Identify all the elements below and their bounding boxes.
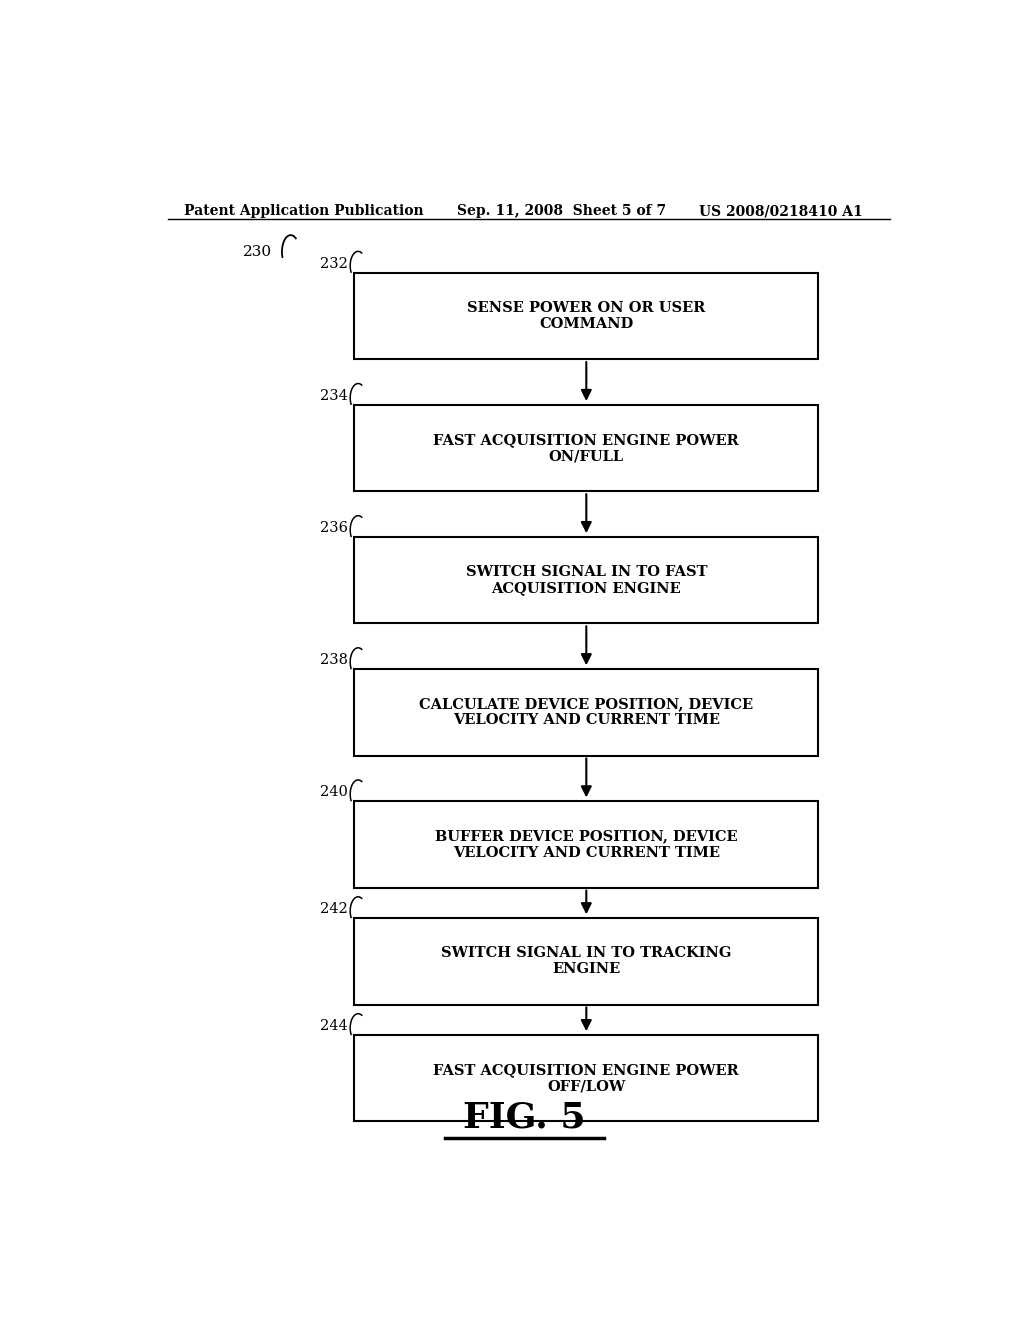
Bar — [354, 537, 818, 623]
Text: 230: 230 — [243, 244, 272, 259]
Bar — [354, 669, 818, 755]
Text: Sep. 11, 2008  Sheet 5 of 7: Sep. 11, 2008 Sheet 5 of 7 — [458, 205, 667, 218]
Text: FAST ACQUISITION ENGINE POWER
ON/FULL: FAST ACQUISITION ENGINE POWER ON/FULL — [433, 433, 739, 463]
Bar — [354, 405, 818, 491]
Text: BUFFER DEVICE POSITION, DEVICE
VELOCITY AND CURRENT TIME: BUFFER DEVICE POSITION, DEVICE VELOCITY … — [435, 829, 737, 859]
Bar — [354, 1035, 818, 1122]
Text: 232: 232 — [319, 256, 348, 271]
Bar — [354, 919, 818, 1005]
Text: 238: 238 — [319, 653, 348, 667]
Text: US 2008/0218410 A1: US 2008/0218410 A1 — [699, 205, 863, 218]
Bar — [354, 273, 818, 359]
Text: SWITCH SIGNAL IN TO FAST
ACQUISITION ENGINE: SWITCH SIGNAL IN TO FAST ACQUISITION ENG… — [466, 565, 707, 595]
Text: 234: 234 — [319, 389, 348, 403]
Bar — [354, 801, 818, 887]
Text: 240: 240 — [319, 785, 348, 799]
Text: CALCULATE DEVICE POSITION, DEVICE
VELOCITY AND CURRENT TIME: CALCULATE DEVICE POSITION, DEVICE VELOCI… — [419, 697, 754, 727]
Text: 242: 242 — [321, 902, 348, 916]
Text: Patent Application Publication: Patent Application Publication — [183, 205, 423, 218]
Text: FAST ACQUISITION ENGINE POWER
OFF/LOW: FAST ACQUISITION ENGINE POWER OFF/LOW — [433, 1063, 739, 1093]
Text: SENSE POWER ON OR USER
COMMAND: SENSE POWER ON OR USER COMMAND — [467, 301, 706, 331]
Text: FIG. 5: FIG. 5 — [464, 1100, 586, 1134]
Text: 244: 244 — [321, 1019, 348, 1034]
Text: SWITCH SIGNAL IN TO TRACKING
ENGINE: SWITCH SIGNAL IN TO TRACKING ENGINE — [441, 946, 731, 977]
Text: 236: 236 — [319, 521, 348, 535]
